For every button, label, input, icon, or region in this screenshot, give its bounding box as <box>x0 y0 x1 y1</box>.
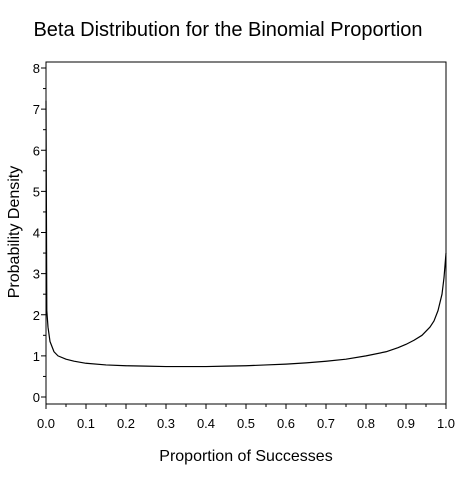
data-point <box>125 365 126 366</box>
x-tick-label: 0.8 <box>357 416 375 431</box>
data-point <box>443 277 444 278</box>
y-tick-label: 6 <box>33 143 40 158</box>
series-group <box>45 100 447 368</box>
data-point <box>305 362 306 363</box>
data-point <box>45 100 46 101</box>
y-tick-label: 5 <box>33 184 40 199</box>
data-point <box>65 359 66 360</box>
data-point <box>437 310 438 311</box>
y-tick-label: 8 <box>33 61 40 76</box>
data-point <box>441 294 442 295</box>
data-point <box>385 351 386 352</box>
y-tick-label: 4 <box>33 226 40 241</box>
data-point <box>85 363 86 364</box>
y-tick-label: 2 <box>33 308 40 323</box>
x-tick-label: 0.9 <box>397 416 415 431</box>
data-point <box>397 347 398 348</box>
x-tick-label: 0.0 <box>37 416 55 431</box>
y-tick-label: 1 <box>33 349 40 364</box>
data-point <box>445 252 446 253</box>
data-point <box>285 364 286 365</box>
data-point <box>47 326 48 327</box>
data-point <box>185 366 186 367</box>
x-tick-label: 0.1 <box>77 416 95 431</box>
data-point <box>165 366 166 367</box>
data-point <box>225 366 226 367</box>
data-point <box>49 341 50 342</box>
data-point <box>53 351 54 352</box>
data-point <box>345 359 346 360</box>
plot-frame <box>45 61 447 405</box>
x-tick-label: 0.2 <box>117 416 135 431</box>
y-tick-label: 3 <box>33 267 40 282</box>
data-point <box>205 366 206 367</box>
data-point <box>145 366 146 367</box>
x-tick-label: 0.4 <box>197 416 215 431</box>
x-tick-label: 1.0 <box>437 416 455 431</box>
data-point <box>105 364 106 365</box>
x-axis: 0.0 0.1 0.2 0.3 0.4 0.5 0.6 0.7 0.8 0.9 1.0 <box>37 404 455 431</box>
data-point <box>73 361 74 362</box>
x-tick-label: 0.6 <box>277 416 295 431</box>
data-point <box>265 364 266 365</box>
y-tick-label: 0 <box>33 390 40 405</box>
data-point <box>429 326 430 327</box>
data-point <box>433 320 434 321</box>
data-point <box>405 344 406 345</box>
data-point <box>421 335 422 336</box>
chart-title: Beta Distribution for the Binomial Propo… <box>33 19 423 41</box>
data-point <box>57 355 58 356</box>
x-tick-label: 0.7 <box>317 416 335 431</box>
data-point <box>325 361 326 362</box>
data-point <box>46 310 47 311</box>
data-point <box>413 340 414 341</box>
y-axis: 0 1 2 3 4 5 6 7 8 <box>33 61 46 405</box>
y-tick-label: 7 <box>33 102 40 117</box>
series-line <box>45 100 447 368</box>
data-point <box>365 355 366 356</box>
data-point <box>245 365 246 366</box>
x-tick-label: 0.3 <box>157 416 175 431</box>
x-tick-label: 0.5 <box>237 416 255 431</box>
y-axis-label: Probability Density <box>6 165 23 299</box>
x-axis-label: Proportion of Successes <box>159 448 333 465</box>
